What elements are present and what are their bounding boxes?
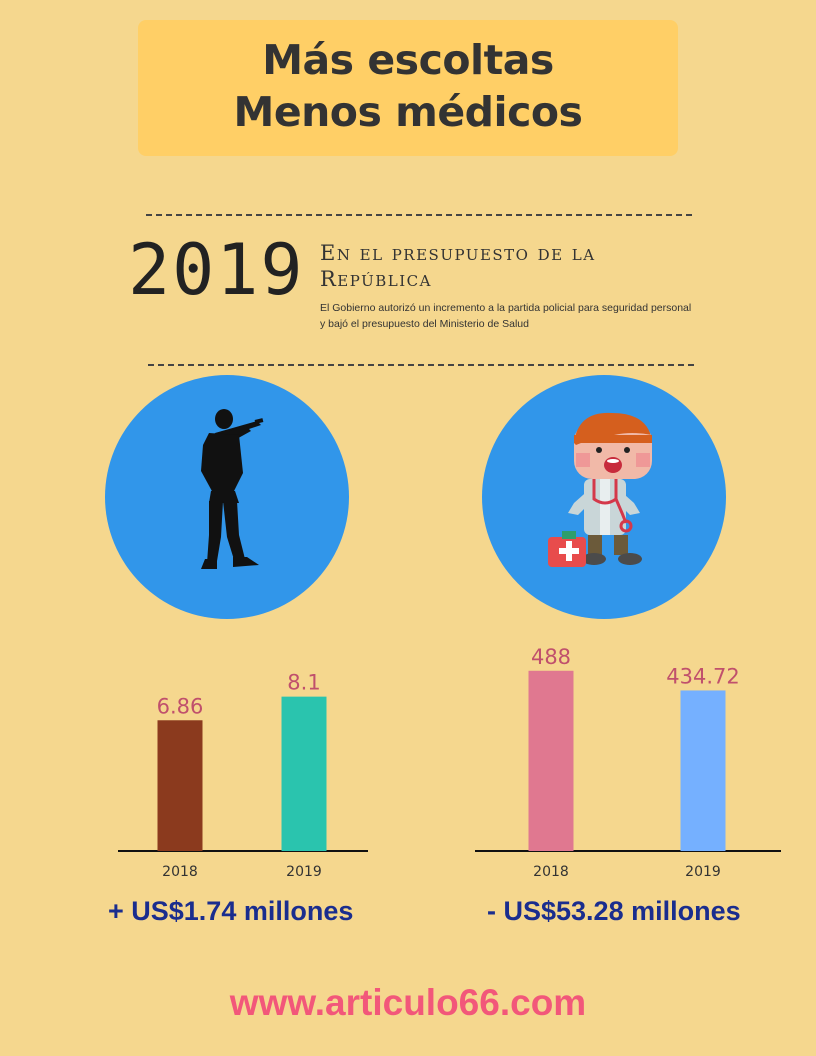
escoltas-difference: + US$1.74 millones	[108, 896, 354, 926]
doctor-circle	[482, 375, 726, 619]
title-box: Más escoltas Menos médicos	[138, 20, 678, 156]
website-link[interactable]: www.articulo66.com	[229, 982, 587, 1023]
bar-2018	[528, 670, 574, 851]
year-label: 2019	[128, 229, 305, 311]
data-label-2019: 434.72	[666, 664, 739, 688]
x-tick-label-2019: 2019	[685, 864, 721, 880]
x-tick-label-2019: 2019	[286, 864, 322, 880]
bar-2018	[157, 720, 203, 851]
divider-bottom	[148, 364, 694, 366]
intro-heading: En el presupuesto de la República	[320, 241, 596, 291]
title-line-1: Más escoltas	[262, 36, 554, 84]
escoltas-bar-chart: 6.86 2018 8.1 2019	[118, 640, 368, 890]
title-line-2: Menos médicos	[233, 88, 583, 136]
x-tick-label-2018: 2018	[533, 864, 569, 880]
soldier-circle	[105, 375, 349, 619]
data-label-2019: 8.1	[287, 671, 320, 695]
bar-2019	[281, 696, 327, 851]
soldier-silhouette-icon	[201, 409, 264, 569]
salud-bar-chart-svg: 488 2018 434.72 2019	[475, 645, 781, 880]
escoltas-bar-chart-svg: 6.86 2018 8.1 2019	[118, 671, 368, 880]
divider-top	[146, 214, 692, 216]
data-label-2018: 6.86	[157, 694, 204, 718]
salud-bar-chart: 488 2018 434.72 2019	[475, 640, 781, 890]
doctor-icon	[548, 412, 652, 567]
data-label-2018: 488	[531, 645, 571, 669]
x-tick-label-2018: 2018	[162, 864, 198, 880]
bar-2019	[680, 690, 726, 851]
salud-difference: - US$53.28 millones	[487, 896, 741, 926]
intro-description: El Gobierno autorizó un incremento a la …	[320, 302, 692, 330]
